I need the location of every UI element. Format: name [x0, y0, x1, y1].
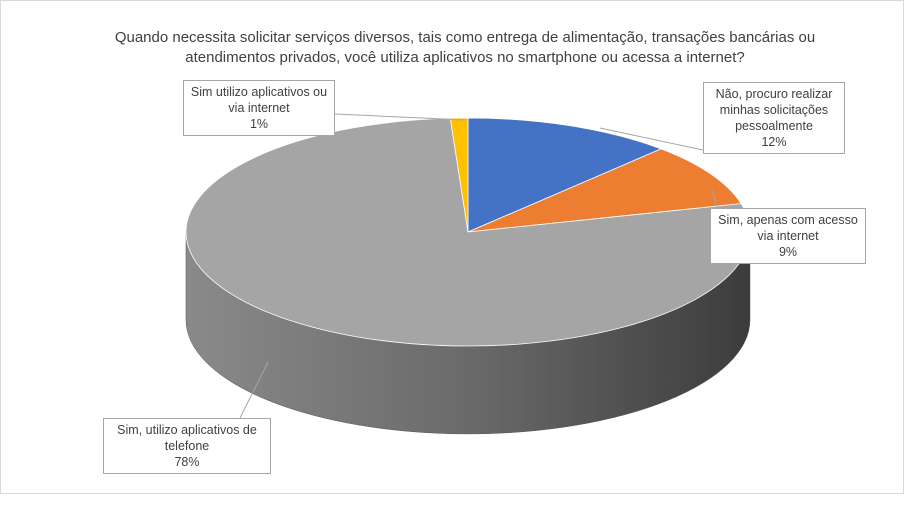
- label-value: 9%: [778, 245, 798, 259]
- label-category: Sim, utilizo aplicativos de telefone: [117, 423, 257, 453]
- leader-line: [239, 361, 269, 419]
- label-value: 1%: [249, 117, 269, 131]
- chart-title: Quando necessita solicitar serviços dive…: [114, 29, 816, 66]
- data-label: Sim, apenas com acesso via internet 9%: [710, 208, 866, 264]
- data-label: Sim utilizo aplicativos ou via internet …: [183, 80, 335, 136]
- chart-frame: [0, 0, 904, 494]
- leader-line: [334, 113, 467, 121]
- label-category: Sim, apenas com acesso via internet: [718, 213, 858, 243]
- data-label: Sim, utilizo aplicativos de telefone 78%: [103, 418, 271, 474]
- label-category: Não, procuro realizar minhas solicitaçõe…: [715, 87, 833, 133]
- slice: [185, 117, 751, 347]
- label-category: Sim utilizo aplicativos ou via internet: [190, 85, 328, 115]
- slice: [467, 148, 742, 233]
- leader-line: [599, 127, 704, 151]
- label-value: 78%: [174, 455, 200, 469]
- slice: [449, 117, 469, 233]
- leader-line: [711, 189, 719, 211]
- data-label: Não, procuro realizar minhas solicitaçõe…: [703, 82, 845, 154]
- label-value: 12%: [761, 135, 787, 149]
- slice: [467, 117, 663, 233]
